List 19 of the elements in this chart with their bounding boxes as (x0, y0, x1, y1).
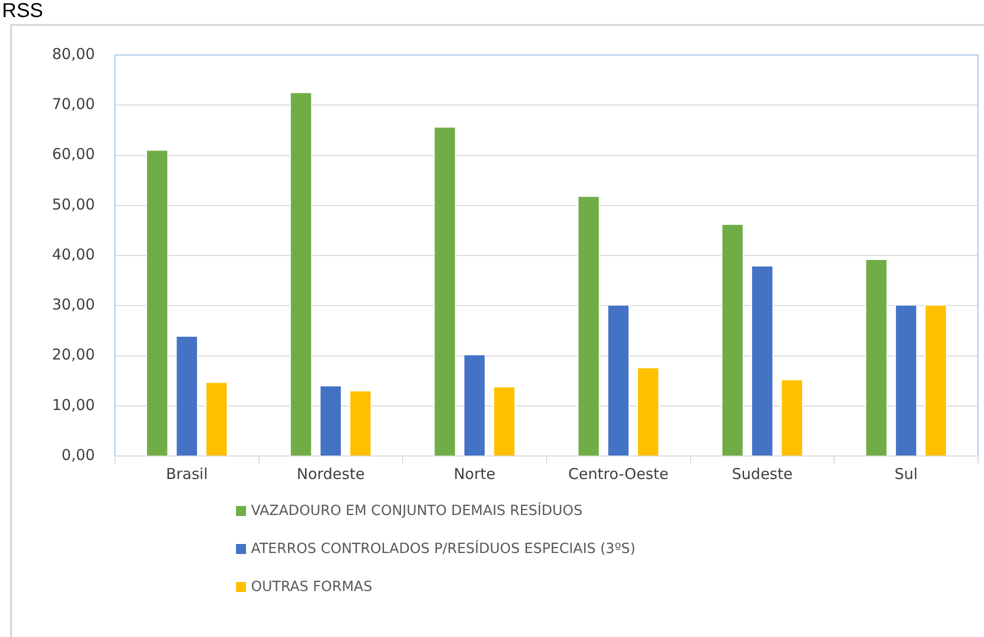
x-tick-label: Brasil (166, 464, 208, 483)
legend-label: VAZADOURO EM CONJUNTO DEMAIS RESÍDUOS (251, 503, 582, 519)
y-tick-label: 70,00 (52, 95, 95, 114)
y-tick-label: 10,00 (52, 396, 95, 414)
legend-label: ATERROS CONTROLADOS P/RESÍDUOS ESPECIAIS (3ºS) (251, 541, 636, 557)
chart-title: RSS (2, 0, 44, 23)
y-tick-label: 40,00 (52, 245, 95, 264)
y-tick-label: 0,00 (62, 446, 95, 464)
x-tick-label: Sul (894, 464, 918, 483)
y-tick-label: 50,00 (52, 195, 95, 214)
y-tick-label: 20,00 (52, 346, 95, 364)
x-tick-label: Centro-Oeste (568, 464, 668, 483)
x-tick-label: Nordeste (296, 464, 365, 483)
y-tick-label: 80,00 (52, 44, 95, 63)
x-tick-label: Norte (454, 464, 496, 483)
y-tick-label: 60,00 (52, 145, 95, 164)
legend-label: OUTRAS FORMAS (251, 579, 372, 595)
x-tick-label: Sudeste (732, 464, 793, 483)
y-tick-label: 30,00 (52, 296, 95, 314)
